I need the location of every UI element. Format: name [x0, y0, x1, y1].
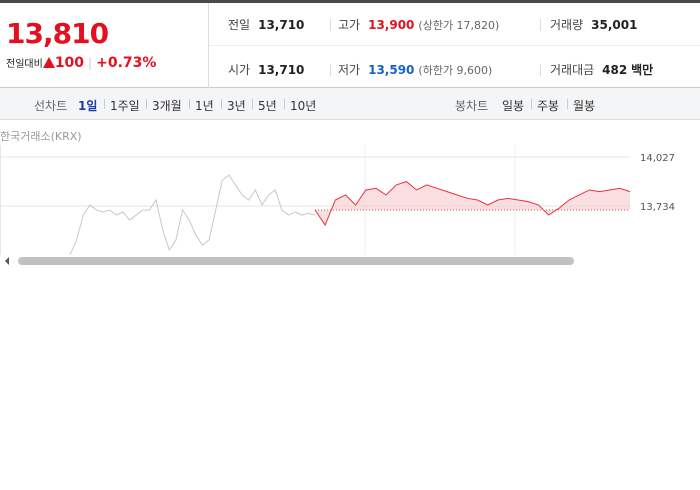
scrollbar-thumb	[18, 257, 574, 265]
tab[interactable]: 5년	[258, 99, 277, 113]
stat-value: 13,710	[258, 18, 305, 32]
stat-value: 482	[602, 63, 628, 77]
separator	[540, 64, 541, 76]
tab[interactable]: 일봉	[502, 99, 525, 113]
tab-group-label: 봉차트	[455, 99, 489, 113]
price-box: 13,810 전일대비 100 | +0.73%	[0, 3, 209, 88]
stat: 저가 13,590 (하한가 9,600)	[338, 61, 492, 78]
stat: 시가 13,710	[228, 61, 304, 78]
up-arrow	[42, 57, 55, 68]
stat-unit: 백만	[631, 63, 654, 77]
separator	[252, 99, 253, 109]
separator	[189, 99, 190, 109]
change-label: 전일대비	[6, 59, 43, 70]
stat-label: 저가	[338, 63, 361, 77]
stat: 전일 13,710	[228, 16, 304, 33]
area-fill	[315, 181, 630, 226]
quote-panel: 13,810 전일대비 100 | +0.73% 전일 13,710 고가 13,900(…	[0, 0, 700, 88]
tab[interactable]: 1일	[78, 99, 98, 113]
separator	[531, 99, 532, 109]
separator: |	[88, 56, 93, 70]
stat-label: 거래대금	[550, 63, 595, 77]
chart-source: 한국거래소(KRX)	[0, 130, 82, 143]
stat-value: 13,900	[368, 18, 415, 32]
stat-value: 13,590	[368, 63, 415, 77]
tab[interactable]: 주봉	[537, 99, 560, 113]
stat: 거래대금 482 백만	[550, 61, 653, 78]
separator	[330, 64, 331, 76]
tab[interactable]: 월봉	[573, 99, 596, 113]
stat-value: 13,710	[258, 63, 305, 77]
stat-label: 시가	[228, 63, 251, 77]
stat-value: 35,001	[591, 18, 638, 32]
y-tick-label: 13,734	[640, 202, 675, 213]
current-price: 13,810	[6, 17, 109, 50]
separator	[104, 99, 105, 109]
stat-label: 거래량	[550, 18, 584, 32]
stat-note: (하한가 9,600)	[418, 64, 493, 77]
separator	[567, 99, 568, 109]
tab[interactable]: 3개월	[152, 99, 182, 113]
stat-label: 전일	[228, 18, 251, 32]
separator	[284, 99, 285, 109]
price-line	[314, 181, 631, 227]
stat-note: (상한가 17,820)	[418, 19, 500, 32]
tab[interactable]: 3년	[227, 99, 246, 113]
stat-label: 고가	[338, 18, 361, 32]
separator	[146, 99, 147, 109]
tab-group-label: 선차트	[34, 99, 68, 113]
price-chart: 한국거래소(KRX) 14,027 13,734	[0, 130, 700, 268]
row-divider	[209, 45, 700, 46]
change-row: 전일대비 100 | +0.73%	[6, 55, 156, 71]
stat: 거래량 35,001	[550, 16, 637, 33]
change-pct: +0.73%	[96, 55, 157, 71]
tab[interactable]: 1년	[195, 99, 214, 113]
stat: 고가 13,900 (상한가 17,820)	[338, 16, 499, 33]
scroll-left	[5, 257, 9, 265]
tab[interactable]: 10년	[290, 99, 317, 113]
y-tick-label: 14,027	[640, 153, 675, 164]
change: 100	[54, 55, 85, 71]
price-line	[69, 174, 316, 256]
separator	[330, 19, 331, 31]
tab-bar: 선차트 봉차트 1일 1주일 3개월 1년 3년 5년 10년 일봉 주봉 월봉	[0, 88, 700, 120]
separator	[221, 99, 222, 109]
tab[interactable]: 1주일	[110, 99, 140, 113]
separator	[540, 19, 541, 31]
